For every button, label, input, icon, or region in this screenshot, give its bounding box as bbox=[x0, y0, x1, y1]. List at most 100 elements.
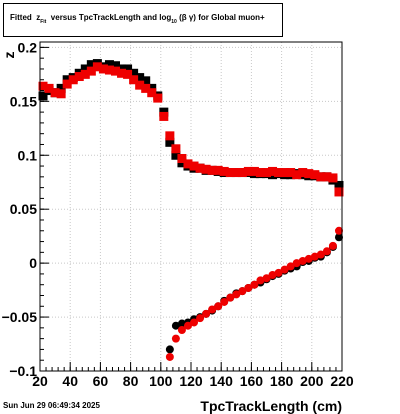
x-tick-label: 200 bbox=[300, 373, 324, 389]
data-point bbox=[80, 69, 90, 79]
data-point bbox=[171, 144, 181, 154]
data-point bbox=[243, 166, 253, 176]
series-3 bbox=[165, 226, 343, 361]
data-point bbox=[262, 168, 271, 178]
data-point bbox=[208, 305, 217, 314]
data-point bbox=[237, 168, 247, 178]
data-point bbox=[310, 252, 319, 261]
data-point bbox=[165, 345, 174, 354]
y-tick-label: −0.1 bbox=[9, 363, 37, 379]
y-tick-label: 0 bbox=[29, 255, 37, 271]
data-point bbox=[68, 75, 78, 85]
data-point bbox=[165, 137, 175, 147]
x-tick-label: 40 bbox=[62, 373, 78, 389]
y-tick-label: 0.2 bbox=[18, 39, 38, 55]
data-point bbox=[201, 164, 211, 174]
data-point bbox=[38, 91, 48, 101]
data-point bbox=[316, 172, 326, 182]
series-1 bbox=[38, 62, 344, 197]
data-point bbox=[220, 297, 229, 306]
data-point bbox=[268, 166, 278, 176]
data-point bbox=[219, 166, 229, 176]
data-point bbox=[117, 68, 127, 78]
data-point bbox=[177, 153, 187, 163]
y-tick-label: 0.1 bbox=[18, 147, 38, 163]
x-tick-label: 120 bbox=[179, 373, 203, 389]
data-point bbox=[104, 60, 114, 70]
data-point bbox=[316, 250, 325, 259]
data-point bbox=[334, 233, 343, 242]
data-point bbox=[56, 83, 66, 93]
x-tick-label: 160 bbox=[240, 373, 264, 389]
data-point bbox=[171, 150, 181, 160]
data-point bbox=[177, 326, 186, 335]
data-point bbox=[80, 64, 90, 74]
data-point bbox=[98, 64, 108, 74]
title-log-sub: 10 bbox=[171, 19, 177, 25]
data-point bbox=[135, 73, 145, 83]
data-point bbox=[262, 274, 271, 283]
y-axis-label: z bbox=[1, 52, 17, 59]
data-point bbox=[165, 131, 175, 141]
data-point bbox=[238, 287, 247, 296]
data-point bbox=[268, 270, 277, 279]
data-point bbox=[141, 76, 151, 86]
x-tick-label: 140 bbox=[210, 373, 234, 389]
data-point bbox=[280, 265, 289, 274]
data-point bbox=[129, 75, 139, 85]
data-point bbox=[123, 69, 133, 79]
data-point bbox=[202, 309, 211, 318]
data-point bbox=[183, 321, 192, 330]
data-point bbox=[207, 165, 217, 175]
data-point bbox=[244, 283, 253, 292]
data-point bbox=[171, 334, 180, 343]
data-point bbox=[249, 166, 259, 176]
data-point bbox=[141, 83, 151, 93]
y-tick-label: 0.15 bbox=[10, 93, 37, 109]
data-point bbox=[322, 247, 331, 256]
title-bg: (β γ) bbox=[179, 13, 196, 22]
data-point bbox=[104, 65, 114, 75]
data-point bbox=[38, 81, 48, 91]
data-point bbox=[135, 80, 145, 90]
title-suffix: for Global muon+ bbox=[198, 13, 265, 22]
data-point bbox=[50, 88, 60, 98]
data-point bbox=[111, 61, 120, 71]
series-2 bbox=[165, 233, 343, 354]
data-point bbox=[195, 163, 205, 173]
y-tick-label: 0.05 bbox=[10, 201, 37, 217]
data-point bbox=[328, 241, 337, 250]
data-point bbox=[255, 168, 265, 178]
data-point bbox=[280, 168, 290, 178]
data-point bbox=[231, 168, 241, 178]
data-point bbox=[286, 168, 296, 178]
data-point bbox=[334, 180, 344, 190]
title-middle: versus TpcTrackLength and log bbox=[50, 13, 172, 22]
data-point bbox=[310, 170, 320, 180]
data-point bbox=[165, 352, 174, 361]
data-point bbox=[274, 268, 283, 277]
data-point bbox=[213, 165, 223, 175]
timestamp: Sun Jun 29 06:49:34 2025 bbox=[3, 401, 100, 410]
title-z: z bbox=[36, 13, 41, 22]
data-point bbox=[328, 173, 338, 183]
data-point bbox=[111, 66, 120, 76]
data-point bbox=[292, 170, 302, 180]
data-point bbox=[226, 293, 235, 302]
marks-layer bbox=[38, 59, 344, 361]
data-point bbox=[123, 64, 133, 74]
data-point bbox=[214, 302, 223, 311]
data-point bbox=[86, 66, 96, 76]
data-point bbox=[334, 226, 343, 235]
title-z-sub: Fit bbox=[40, 19, 47, 25]
ticks-layer: 20 40 60 80 100 120 140 160 180 200 220 −0.1 −0.05 0 0… bbox=[2, 39, 354, 389]
data-point bbox=[177, 319, 186, 328]
data-point bbox=[86, 60, 96, 70]
x-tick-label: 20 bbox=[32, 373, 48, 389]
data-point bbox=[196, 314, 205, 323]
data-point bbox=[74, 72, 84, 82]
data-point bbox=[190, 318, 199, 327]
data-point bbox=[286, 262, 295, 271]
data-point bbox=[232, 290, 241, 299]
